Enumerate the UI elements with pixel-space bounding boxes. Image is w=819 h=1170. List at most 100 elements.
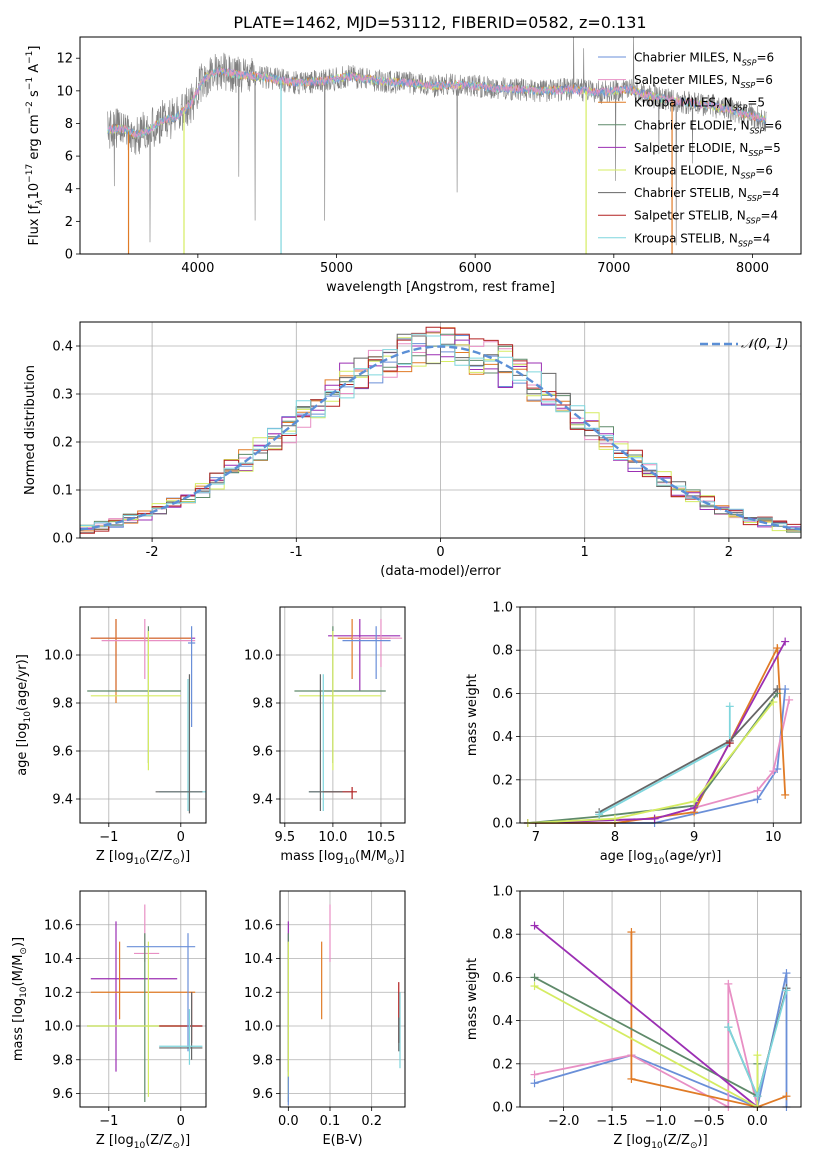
legend-label: Salpeter MILES, NSSP=6 [634, 73, 773, 90]
mass-weight-vs-Z-panel: −2.0 −1.5 −1.0 −0.5 0.0 0.0 0.2 0.4 0.6 0.8 1.0 Z [… [465, 885, 802, 1151]
label-part: −2 [25, 101, 35, 114]
y-tick-label: 10 [56, 84, 73, 99]
x-axis-label: wavelength [Angstrom, rest frame] [326, 280, 555, 295]
x-tick-label: 9.5 [274, 830, 295, 845]
label-part: mass [log [11, 998, 26, 1061]
y-tick-label: 10.0 [244, 649, 273, 664]
legend-label: 𝒩(0, 1) [741, 337, 788, 352]
label-part: )] [698, 1133, 708, 1148]
x-axis-label: Z [log10(Z/Z⊙)] [96, 1133, 190, 1151]
x-tick-label: −1.5 [596, 1114, 628, 1129]
label-part: )] [394, 849, 404, 864]
label-part: age [log [15, 723, 30, 776]
label-part: )] [180, 849, 190, 864]
y-tick-label: 9.6 [52, 745, 73, 760]
y-tick-label: 0.6 [492, 971, 513, 986]
legend-label: Chabrier ELODIE, NSSP=6 [634, 118, 782, 135]
weight-series-line [534, 985, 759, 1109]
label-part: Kroupa MILES, N [634, 96, 733, 110]
label-part: =5 [747, 96, 765, 110]
x-tick-label: −1.0 [645, 1114, 677, 1129]
weight-series-line [527, 641, 786, 824]
y-tick-label: 0.4 [52, 340, 73, 355]
y-tick-label: 9.4 [252, 793, 273, 808]
x-axis-label: age [log10(age/yr)] [600, 849, 722, 867]
histogram-series [80, 333, 801, 534]
label-part: SSP [733, 104, 748, 113]
label-part: Flux [f [27, 204, 42, 245]
label-part: =6 [764, 118, 782, 132]
x-axis-label: Z [log10(Z/Z⊙)] [96, 849, 190, 867]
label-part: 10 [134, 857, 146, 867]
x-tick-label: 2 [725, 545, 733, 560]
y-tick-label: 1.0 [492, 601, 513, 616]
observed-spectrum-line [107, 37, 767, 246]
y-tick-label: 0.2 [52, 436, 73, 451]
histogram-series [80, 326, 801, 534]
x-tick-label: 6000 [459, 261, 492, 276]
x-tick-label: -2 [146, 545, 159, 560]
label-part: (Z/Z [145, 1133, 172, 1148]
x-tick-label: 5000 [320, 261, 353, 276]
label-part: (Z/Z [663, 1133, 690, 1148]
label-part: wavelength [Angstrom, rest frame] [326, 280, 555, 295]
legend-label: Salpeter STELIB, NSSP=4 [634, 209, 778, 226]
label-part: erg cm [27, 114, 42, 163]
x-axis-label: E(B-V) [322, 1133, 362, 1148]
error-bars [287, 904, 401, 1106]
x-tick-label: 8 [611, 830, 619, 845]
x-tick-label: −1 [99, 1114, 118, 1129]
chart-panels: 4000 5000 6000 7000 8000024681012wavelength … [11, 36, 802, 1151]
age-vs-Z-panel: −1 09.49.69.810.0Z [log10(Z/Z⊙)]age [log1… [15, 606, 207, 867]
label-part: (M/M [355, 849, 387, 864]
label-part: SSP [750, 126, 765, 135]
x-tick-label: 0.0 [747, 1114, 768, 1129]
label-part: −17 [25, 164, 35, 183]
label-part: 10 [651, 1141, 663, 1151]
label-part: Normed distribution [23, 365, 38, 495]
x-tick-label: 9 [690, 830, 698, 845]
normal-curve [79, 345, 802, 531]
x-tick-label: 10.5 [366, 830, 395, 845]
label-part: −1 [25, 77, 35, 90]
label-part: 10 [19, 986, 29, 998]
y-tick-label: 10.4 [244, 952, 273, 967]
y-tick-label: 0.3 [52, 388, 73, 403]
plot-frame [519, 606, 802, 824]
label-part: ⊙ [172, 1141, 180, 1151]
x-tick-label: −2.0 [548, 1114, 580, 1129]
weight-series-line [598, 706, 731, 816]
y-axis-label: mass weight [465, 958, 480, 1040]
label-part: Z [log [96, 1133, 134, 1148]
label-part: =6 [755, 164, 773, 178]
y-tick-label: 9.6 [252, 1087, 273, 1102]
error-bars [294, 619, 403, 811]
x-tick-label: 4000 [181, 261, 214, 276]
label-part: 10 [23, 711, 33, 723]
spectrum-panel: 4000 5000 6000 7000 8000 0 2 4 6 8 10 12 wavelength … [25, 36, 802, 295]
label-part: 10 [344, 857, 356, 867]
weight-series-line [533, 924, 758, 1108]
label-part: 10 [653, 857, 665, 867]
x-tick-label: 10 [765, 830, 782, 845]
model-spectrum-line [107, 67, 767, 138]
y-tick-label: 0.0 [492, 817, 513, 832]
y-tick-label: 0.4 [492, 1014, 513, 1029]
label-part: =4 [762, 186, 780, 200]
y-tick-label: 0 [65, 248, 73, 263]
label-part: (age/yr)] [15, 654, 30, 711]
label-part: )] [11, 937, 26, 947]
y-axis-label: mass weight [465, 674, 480, 756]
plot-frame [79, 606, 207, 824]
label-part: ⊙ [19, 947, 29, 955]
legend-label: Salpeter ELODIE, NSSP=5 [634, 141, 781, 158]
legend-label: Kroupa STELIB, NSSP=4 [634, 231, 770, 248]
x-tick-label: 0 [177, 1114, 185, 1129]
residuals-panel: -2 -1 0 1 2 0.0 0.1 0.2 0.3 0.4 (data-model)/error… [23, 321, 802, 579]
label-part: ⊙ [172, 857, 180, 867]
x-tick-label: 1 [581, 545, 589, 560]
error-bars [87, 619, 206, 814]
x-tick-label: 0.2 [361, 1114, 382, 1129]
